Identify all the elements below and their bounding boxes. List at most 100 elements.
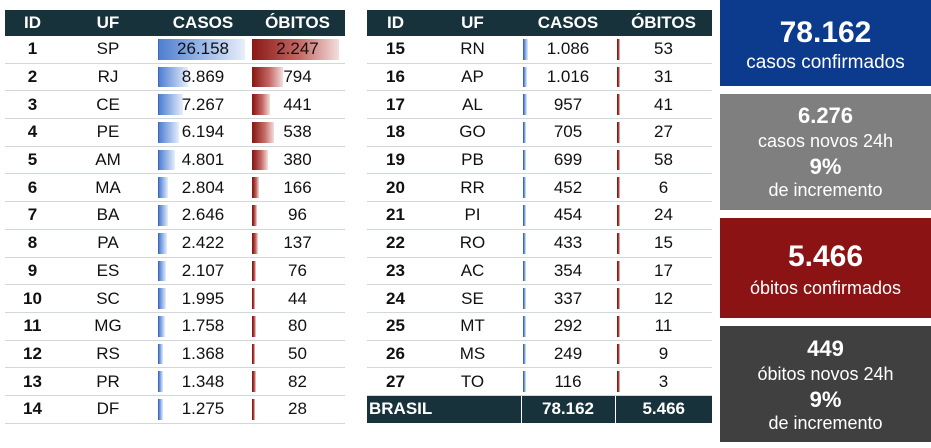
cell-obitos: 58 [615, 146, 712, 175]
cell-casos-bar [523, 39, 528, 60]
cell-id: 5 [5, 146, 60, 175]
new-deaths-box: 449 óbitos novos 24h 9% de incremento [720, 326, 931, 442]
cell-uf: RO [424, 229, 521, 258]
cell-obitos-bar [252, 260, 256, 282]
new-deaths-value: 449 [807, 336, 844, 361]
table-row: 5 AM 4.801 380 [5, 146, 345, 175]
cell-obitos-bar [252, 66, 284, 88]
cell-obitos-bar [617, 66, 620, 88]
cell-casos-bar [523, 288, 526, 309]
cell-obitos: 538 [250, 118, 345, 147]
table-row: 23 AC 354 17 [367, 257, 712, 286]
cell-casos-value: 116 [554, 371, 582, 391]
cell-obitos-bar [252, 232, 259, 254]
cell-obitos: 15 [615, 229, 712, 258]
cell-uf: BA [60, 201, 156, 230]
cell-obitos-value: 41 [654, 94, 673, 114]
cell-uf: MT [424, 312, 521, 341]
cell-obitos-bar [252, 371, 257, 392]
cell-id: 1 [5, 36, 60, 64]
cell-casos: 433 [521, 229, 615, 258]
table-header-row: ID UF CASOS ÓBITOS [367, 10, 712, 36]
cell-obitos-value: 82 [288, 371, 307, 391]
cell-obitos-bar [617, 39, 621, 60]
cell-obitos-value: 9 [658, 343, 669, 363]
cell-id: 16 [367, 63, 424, 92]
cell-obitos: 53 [615, 36, 712, 64]
cell-obitos-bar [252, 398, 255, 420]
table-row: 10 SC 1.995 44 [5, 284, 345, 313]
cell-casos-bar [158, 122, 180, 143]
deaths-value: 5.466 [787, 240, 864, 273]
deaths-label: óbitos confirmados [749, 278, 902, 298]
cell-casos: 2.422 [156, 229, 250, 258]
cell-casos-bar [158, 371, 164, 392]
cell-id: 21 [367, 201, 424, 230]
cell-casos-value: 1.348 [181, 371, 225, 391]
cell-casos: 452 [521, 173, 615, 203]
cell-id: 25 [367, 312, 424, 341]
cell-obitos-value: 28 [288, 399, 307, 419]
cell-uf: RS [60, 340, 156, 369]
cell-casos-value: 26.158 [177, 39, 229, 59]
cell-obitos-value: 794 [283, 67, 312, 87]
table-row: 24 SE 337 12 [367, 284, 712, 313]
cell-uf: RN [424, 36, 521, 64]
cell-casos: 2.804 [156, 173, 250, 203]
col-header-id: ID [5, 10, 60, 36]
cell-obitos-bar [252, 177, 260, 199]
cell-uf: RJ [60, 63, 156, 92]
cell-casos-bar [158, 315, 165, 337]
cell-obitos-value: 380 [283, 150, 312, 170]
table-row: 27 TO 116 3 [367, 367, 712, 396]
cell-id: 27 [367, 367, 424, 396]
states-table-2: ID UF CASOS ÓBITOS 15 RN 1.086 53 16 AP 1.016 3… [367, 10, 712, 423]
table-row: 21 PI 454 24 [367, 201, 712, 230]
cell-casos-bar [523, 94, 528, 116]
cell-obitos: 17 [615, 257, 712, 286]
cell-casos: 1.348 [156, 367, 250, 396]
cell-casos-bar [523, 232, 526, 254]
table-row: 1 SP 26.158 2.247 [5, 36, 345, 64]
cell-obitos-bar [617, 232, 620, 254]
cell-obitos-bar [252, 288, 255, 309]
cell-uf: MS [424, 340, 521, 369]
cell-casos-value: 6.194 [181, 122, 225, 142]
cell-obitos-bar [617, 122, 620, 143]
cell-casos-bar [523, 315, 526, 337]
new-deaths-label: óbitos novos 24h [757, 364, 894, 384]
cell-casos-value: 4.801 [181, 150, 225, 170]
cell-id: 10 [5, 284, 60, 313]
cell-casos-value: 2.646 [181, 205, 225, 225]
cell-casos-bar [158, 205, 168, 226]
cell-obitos-bar [617, 260, 620, 282]
cell-casos-bar [523, 149, 527, 171]
cell-casos: 337 [521, 284, 615, 313]
cell-casos-value: 1.086 [546, 39, 590, 59]
cell-id: 24 [367, 284, 424, 313]
cell-casos: 249 [521, 340, 615, 369]
cell-casos: 1.275 [156, 395, 250, 424]
cell-obitos: 3 [615, 367, 712, 396]
cell-casos-value: 354 [553, 260, 583, 280]
cell-casos-bar [523, 205, 526, 226]
cell-obitos: 41 [615, 90, 712, 120]
table-row: 8 PA 2.422 137 [5, 229, 345, 258]
table-row: 19 PB 699 58 [367, 146, 712, 175]
cell-obitos: 31 [615, 63, 712, 92]
cell-id: 7 [5, 201, 60, 230]
cell-uf: SP [60, 36, 156, 64]
table-row: 20 RR 452 6 [367, 173, 712, 203]
table-row: 11 MG 1.758 80 [5, 312, 345, 341]
cell-uf: PI [424, 201, 521, 230]
cell-casos: 1.016 [521, 63, 615, 92]
cell-uf: AM [60, 146, 156, 175]
cell-obitos-value: 137 [283, 233, 312, 253]
cell-casos: 116 [521, 367, 615, 396]
cell-casos-value: 7.267 [181, 94, 225, 114]
cell-id: 2 [5, 63, 60, 92]
cell-obitos-value: 27 [654, 122, 673, 142]
cell-obitos-value: 80 [288, 316, 307, 336]
cell-casos: 957 [521, 90, 615, 120]
cell-obitos: 50 [250, 340, 345, 369]
